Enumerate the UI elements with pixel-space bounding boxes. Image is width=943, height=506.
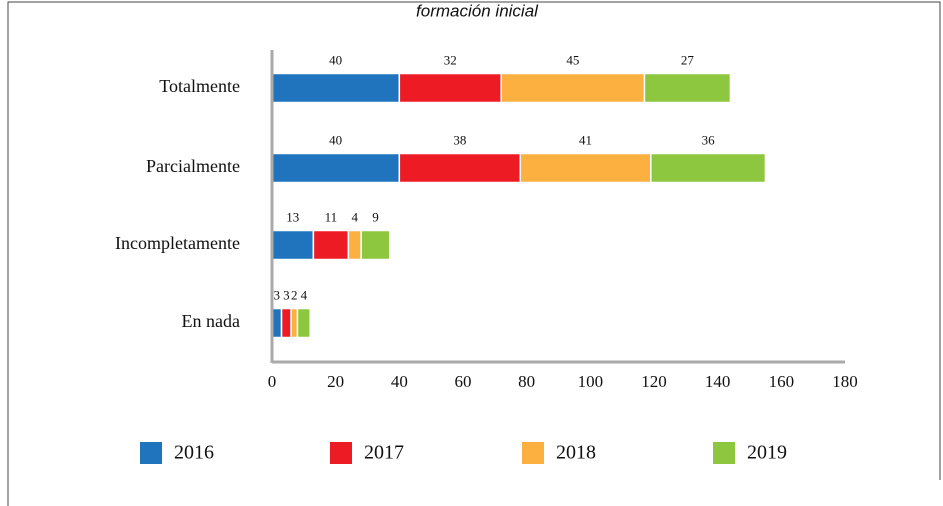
value-label: 9: [372, 209, 379, 224]
bar-segment: [271, 229, 315, 261]
bar-segment: [271, 152, 401, 184]
value-label: 40: [329, 52, 342, 67]
chart-title: formación inicial: [416, 1, 539, 20]
legend-label: 2019: [747, 442, 787, 464]
y-tick-label: Incompletamente: [115, 233, 240, 253]
legend-swatch: [522, 442, 544, 464]
value-label: 4: [301, 287, 308, 302]
value-label: 41: [579, 132, 592, 147]
bar-segment: [650, 152, 767, 184]
frame: [7, 1, 941, 506]
x-tick-label: 60: [455, 372, 472, 391]
value-label: 45: [566, 52, 579, 67]
bar-segment: [312, 229, 350, 261]
x-tick-label: 20: [327, 372, 344, 391]
bar-segment: [519, 152, 652, 184]
x-tick-label: 160: [769, 372, 795, 391]
legend-swatch: [330, 442, 352, 464]
value-label: 13: [286, 209, 299, 224]
x-tick-label: 180: [832, 372, 858, 391]
x-tick-label: 100: [578, 372, 604, 391]
bar-segment: [290, 307, 299, 339]
x-tick-label: 0: [268, 372, 277, 391]
value-label: 32: [444, 52, 457, 67]
bar-segment: [500, 72, 646, 104]
value-label: 38: [453, 132, 466, 147]
x-tick-label: 80: [518, 372, 535, 391]
legend-label: 2016: [174, 442, 214, 464]
x-tick-label: 40: [391, 372, 408, 391]
value-label: 27: [681, 52, 695, 67]
legend-label: 2017: [364, 442, 404, 464]
legend-swatch: [713, 442, 735, 464]
legend-label: 2018: [556, 442, 596, 464]
bar-segment: [271, 72, 401, 104]
value-label: 40: [329, 132, 342, 147]
bar-segment: [398, 72, 502, 104]
legend-swatch: [140, 442, 162, 464]
value-label: 2: [291, 287, 298, 302]
y-tick-label: Totalmente: [159, 76, 240, 96]
value-label: 11: [325, 209, 338, 224]
y-tick-label: En nada: [182, 311, 240, 331]
x-tick-label: 140: [705, 372, 731, 391]
bar-segment: [347, 229, 362, 261]
bar-segment: [398, 152, 522, 184]
bar-segment: [296, 307, 311, 339]
value-label: 3: [274, 287, 281, 302]
value-label: 36: [702, 132, 716, 147]
y-tick-label: Parcialmente: [146, 156, 240, 176]
value-label: 3: [283, 287, 290, 302]
bar-segment: [360, 229, 391, 261]
bar-segment: [643, 72, 732, 104]
value-label: 4: [352, 209, 359, 224]
bar-segment: [280, 307, 292, 339]
x-tick-label: 120: [641, 372, 667, 391]
